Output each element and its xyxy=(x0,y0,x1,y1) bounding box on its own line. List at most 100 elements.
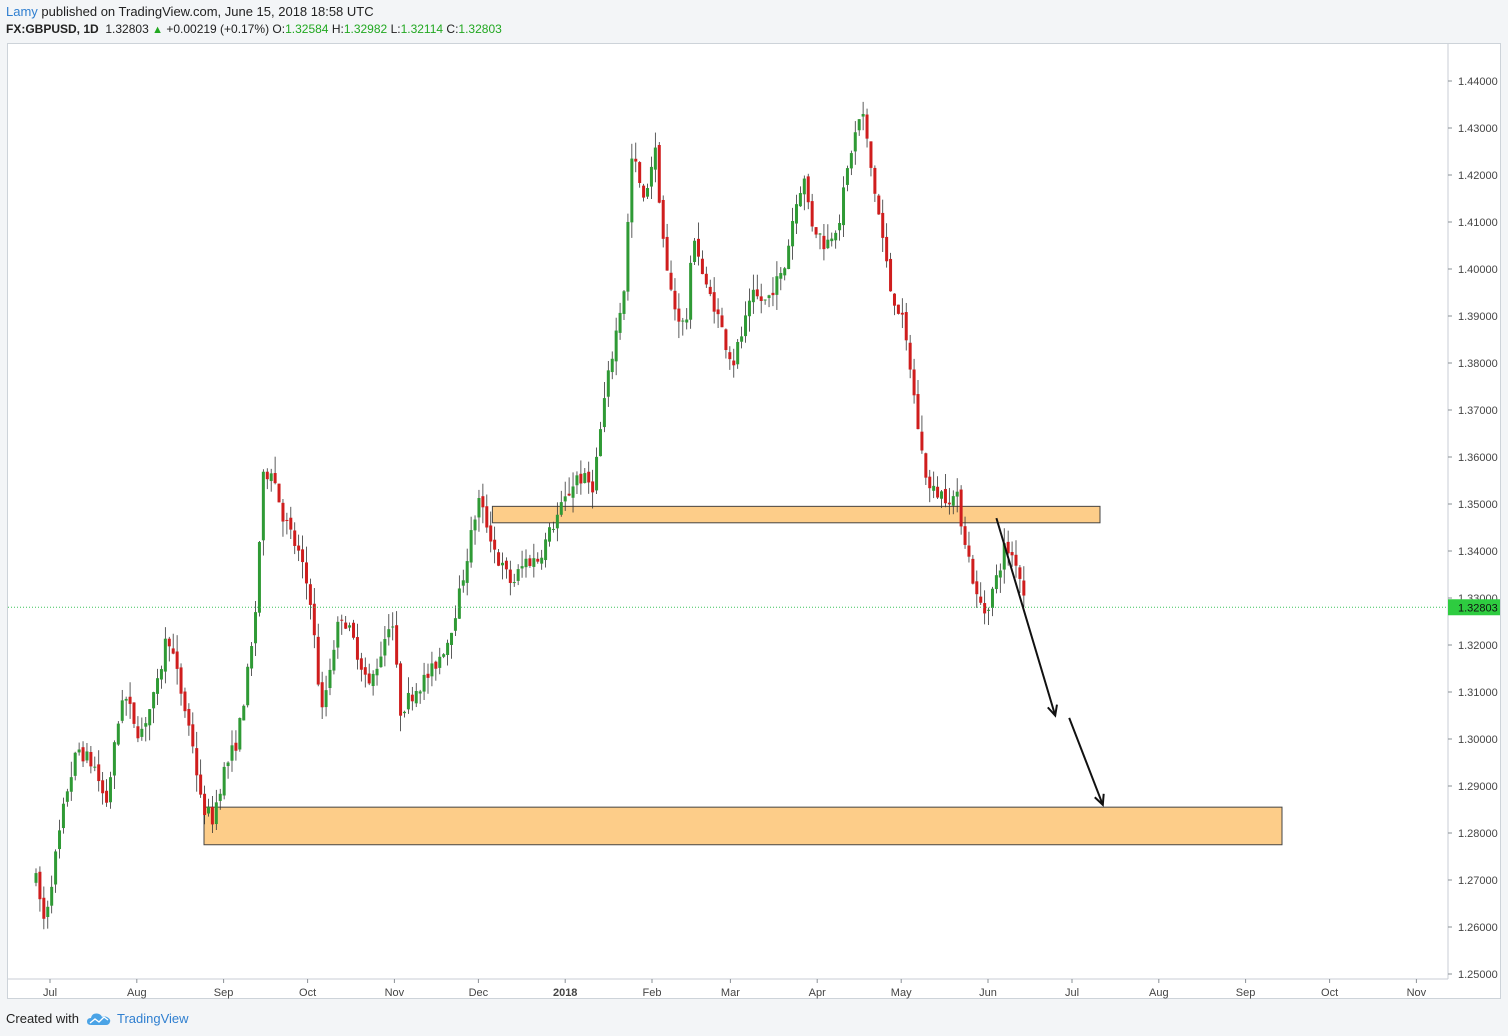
candle-up xyxy=(649,166,653,187)
candle-down xyxy=(481,496,485,508)
y-tick-label: 1.31000 xyxy=(1458,687,1498,699)
cloud-icon xyxy=(86,1013,111,1025)
candle-down xyxy=(434,661,438,669)
candle-down xyxy=(806,176,810,203)
publish-info: published on TradingView.com, June 15, 2… xyxy=(41,4,374,19)
candle-up xyxy=(159,669,163,680)
y-tick-label: 1.40000 xyxy=(1458,264,1498,276)
x-tick-label: Jul xyxy=(1065,987,1079,999)
candle-up xyxy=(845,168,849,185)
y-tick-label: 1.28000 xyxy=(1458,828,1498,840)
candle-down xyxy=(293,530,297,546)
candle-down xyxy=(42,897,46,919)
candles xyxy=(34,101,1026,930)
candle-down xyxy=(179,667,183,694)
candle-down xyxy=(771,292,775,296)
y-tick-label: 1.38000 xyxy=(1458,358,1498,370)
candle-up xyxy=(783,268,787,276)
candle-up xyxy=(775,276,779,295)
candle-up xyxy=(689,262,693,320)
candle-down xyxy=(732,360,736,366)
candle-down xyxy=(677,308,681,322)
candle-up xyxy=(791,221,795,247)
candle-up xyxy=(58,830,62,850)
candle-up xyxy=(779,273,783,279)
candle-up xyxy=(685,319,689,323)
candle-up xyxy=(269,473,273,482)
support-zone xyxy=(203,806,1283,846)
candle-down xyxy=(759,296,763,301)
candle-up xyxy=(46,906,50,917)
candle-down xyxy=(399,663,403,716)
candle-down xyxy=(489,525,493,542)
candle-up xyxy=(156,678,160,694)
candle-up xyxy=(450,632,454,645)
candle-up xyxy=(595,456,599,491)
x-tick-label: Oct xyxy=(299,987,316,999)
candle-down xyxy=(81,747,85,762)
candle-down xyxy=(493,539,497,550)
candle-down xyxy=(971,558,975,584)
plot-area xyxy=(8,101,1448,930)
candle-down xyxy=(101,780,105,794)
candle-up xyxy=(148,709,152,726)
candle-down xyxy=(89,751,93,767)
candle-up xyxy=(391,626,395,628)
author-link[interactable]: Lamy xyxy=(6,4,38,19)
candle-up xyxy=(987,609,991,611)
candle-down xyxy=(873,167,877,194)
high-value: 1.32982 xyxy=(343,22,388,36)
candle-up xyxy=(438,656,442,668)
candle-down xyxy=(720,315,724,328)
candle-up xyxy=(544,539,548,561)
candle-down xyxy=(297,545,301,551)
candle-up xyxy=(747,300,751,317)
symbol-name[interactable]: FX:GBPUSD, 1D xyxy=(6,22,99,36)
low-value: 1.32114 xyxy=(400,22,444,36)
candle-down xyxy=(975,581,979,595)
arrow-shaft xyxy=(1068,717,1104,806)
candle-up xyxy=(116,723,120,745)
up-triangle-icon: ▲ xyxy=(152,24,163,36)
candle-up xyxy=(744,315,748,337)
candle-up xyxy=(54,851,58,885)
y-tick-label: 1.42000 xyxy=(1458,170,1498,182)
x-tick-label: Dec xyxy=(469,987,489,999)
candle-down xyxy=(132,702,136,724)
open-label: O: xyxy=(272,22,286,36)
candle-down xyxy=(920,431,924,451)
candle-up xyxy=(516,569,520,581)
y-tick-label: 1.34000 xyxy=(1458,546,1498,558)
candle-up xyxy=(336,621,340,648)
x-tick-label: May xyxy=(891,987,912,999)
x-tick-label: Nov xyxy=(1407,987,1427,999)
x-tick-label: Jul xyxy=(43,987,57,999)
y-tick-label: 1.44000 xyxy=(1458,76,1498,88)
candle-up xyxy=(559,502,563,515)
candle-up xyxy=(226,762,230,767)
candle-up xyxy=(524,558,528,568)
y-tick-label: 1.26000 xyxy=(1458,922,1498,934)
tradingview-link[interactable]: TradingView xyxy=(86,1010,189,1028)
candle-up xyxy=(422,674,426,692)
candle-down xyxy=(1014,554,1018,566)
candle-down xyxy=(203,793,207,816)
candle-up xyxy=(430,663,434,677)
candle-up xyxy=(163,638,167,672)
candle-up xyxy=(740,336,744,342)
candle-down xyxy=(822,235,826,250)
candle-up xyxy=(465,561,469,583)
candle-up xyxy=(414,690,418,704)
candle-down xyxy=(199,774,203,795)
candle-up xyxy=(69,777,73,792)
candle-down xyxy=(591,481,595,493)
candle-down xyxy=(191,724,195,747)
candle-up xyxy=(575,475,579,486)
x-tick-label: 2018 xyxy=(553,987,577,999)
tradingview-brand: TradingView xyxy=(116,1011,189,1026)
candle-up xyxy=(951,496,955,506)
price-change: +0.00219 (+0.17%) xyxy=(166,22,270,36)
candle-down xyxy=(1022,580,1026,596)
candle-up xyxy=(473,519,477,531)
